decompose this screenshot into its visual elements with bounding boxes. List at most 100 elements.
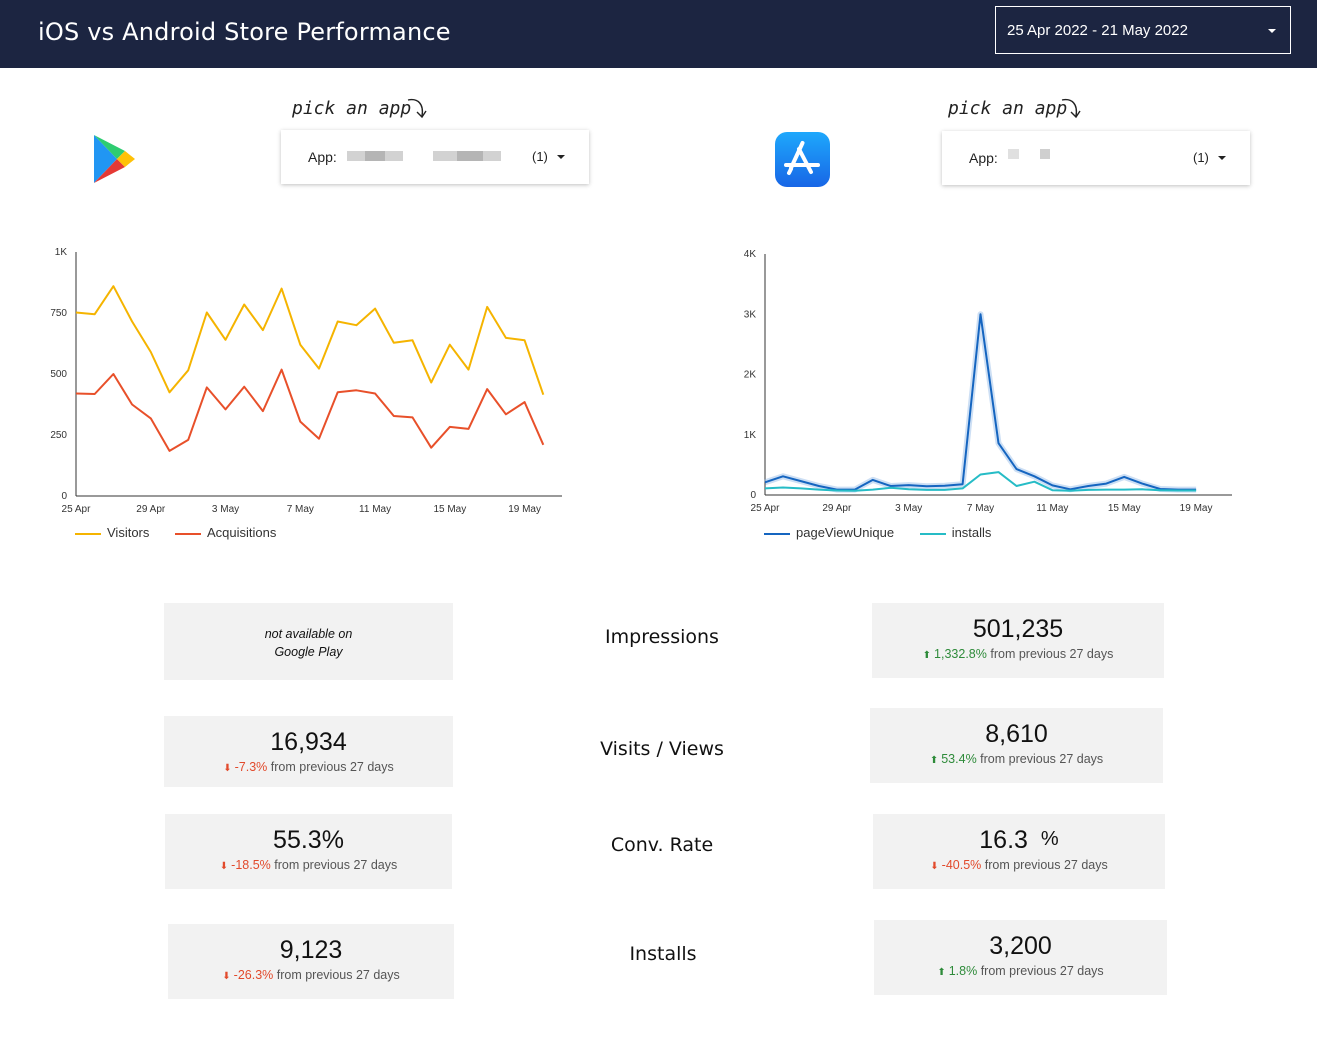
change-percent: 1.8% bbox=[948, 964, 978, 978]
scorecard-change: ⬇ -7.3% from previous 27 days bbox=[164, 760, 453, 774]
scorecard-value: 3,200 bbox=[989, 932, 1052, 960]
ios-chart-legend: pageViewUnique installs bbox=[764, 525, 1013, 540]
x-tick-label: 25 Apr bbox=[751, 503, 781, 514]
android-conv-rate-card: 55.3% ⬇ -18.5% from previous 27 days bbox=[165, 814, 452, 889]
metric-label-conv-rate: Conv. Rate bbox=[610, 834, 714, 856]
scorecard-change: ⬆ 1,332.8% from previous 27 days bbox=[872, 647, 1164, 661]
android-impressions-card: not available on Google Play bbox=[164, 603, 453, 680]
legend-swatch bbox=[75, 532, 101, 535]
x-tick-label: 19 May bbox=[1180, 503, 1213, 514]
app-selector-label: App: bbox=[308, 149, 337, 165]
android-installs-card: 9,123 ⬇ -26.3% from previous 27 days bbox=[168, 924, 454, 999]
x-tick-label: 3 May bbox=[895, 503, 922, 514]
app-selection-count: (1) bbox=[1193, 150, 1209, 165]
x-tick-label: 7 May bbox=[967, 503, 994, 514]
arrow-down-icon: ⬇ bbox=[930, 861, 939, 872]
legend-label: installs bbox=[951, 525, 992, 540]
scorecard-change: ⬆ 1.8% from previous 27 days bbox=[874, 964, 1167, 978]
change-suffix: from previous 27 days bbox=[274, 858, 398, 872]
legend-item-visitors[interactable]: Visitors bbox=[75, 525, 149, 540]
change-suffix: from previous 27 days bbox=[270, 760, 394, 774]
legend-swatch bbox=[919, 532, 946, 535]
ios-line-chart: 0 1K 2K 3K 4K 25 Apr 29 Apr 3 May 7 May 11 May 15 … bbox=[744, 249, 1232, 514]
legend-label: Acquisitions bbox=[207, 525, 277, 540]
header-bar: iOS vs Android Store Performance 25 Apr … bbox=[0, 0, 1317, 68]
series-line-visitors bbox=[75, 285, 545, 396]
y-tick-label: 0 bbox=[750, 490, 756, 501]
change-percent: -18.5% bbox=[231, 858, 271, 872]
y-tick-label: 3K bbox=[744, 309, 757, 320]
series-line-installs bbox=[764, 471, 1197, 492]
x-tick-label: 29 Apr bbox=[822, 503, 852, 514]
series-halo bbox=[764, 311, 1197, 493]
legend-swatch bbox=[175, 532, 202, 535]
scorecard-value: 16.3 % bbox=[873, 826, 1165, 855]
legend-item-acquisitions[interactable]: Acquisitions bbox=[175, 525, 276, 540]
scorecard-change: ⬇ -18.5% from previous 27 days bbox=[165, 858, 452, 872]
change-percent: -40.5% bbox=[941, 858, 982, 872]
redacted-app-name bbox=[1040, 149, 1050, 159]
y-tick-label: 250 bbox=[50, 430, 67, 441]
pick-app-hint-ios: pick an app bbox=[948, 98, 1068, 119]
legend-item-installs[interactable]: installs bbox=[919, 525, 992, 540]
page-title: iOS vs Android Store Performance bbox=[38, 18, 451, 46]
x-tick-label: 29 Apr bbox=[136, 504, 166, 515]
arrow-down-icon: ⬇ bbox=[222, 971, 231, 982]
redacted-app-name bbox=[1008, 149, 1019, 159]
x-tick-label: 3 May bbox=[212, 504, 239, 515]
date-range-picker[interactable]: 25 Apr 2022 - 21 May 2022 bbox=[995, 6, 1291, 54]
y-tick-label: 750 bbox=[50, 308, 67, 319]
change-percent: 1,332.8% bbox=[934, 647, 987, 661]
scorecard-value: 501,235 bbox=[972, 615, 1064, 643]
change-percent: 53.4% bbox=[941, 752, 977, 766]
curved-arrow-icon bbox=[407, 98, 427, 119]
legend-item-pageviewunique[interactable]: pageViewUnique bbox=[764, 525, 894, 540]
scorecard-value: 55.3% bbox=[273, 826, 344, 854]
legend-label: Visitors bbox=[107, 525, 150, 540]
scorecard-change: ⬇ -40.5% from previous 27 days bbox=[873, 858, 1165, 872]
change-suffix: from previous 27 days bbox=[980, 964, 1104, 978]
arrow-down-icon: ⬇ bbox=[223, 763, 232, 774]
ios-app-selector[interactable]: App: (1) bbox=[942, 131, 1250, 185]
android-visits-card: 16,934 ⬇ -7.3% from previous 27 days bbox=[164, 716, 453, 787]
scorecard-value: 8,610 bbox=[985, 720, 1048, 748]
chevron-down-icon bbox=[557, 155, 565, 159]
series-line-acquisitions bbox=[75, 368, 545, 452]
x-tick-label: 7 May bbox=[287, 504, 314, 515]
arrow-up-icon: ⬆ bbox=[922, 650, 932, 661]
date-range-value: 25 Apr 2022 - 21 May 2022 bbox=[1007, 22, 1188, 39]
scorecard-value: 16,934 bbox=[270, 728, 347, 756]
pick-app-hint-android: pick an app bbox=[292, 98, 412, 119]
change-percent: -26.3% bbox=[233, 968, 274, 982]
chevron-down-icon bbox=[1268, 29, 1276, 33]
ios-installs-card: 3,200 ⬆ 1.8% from previous 27 days bbox=[874, 920, 1167, 995]
metric-label-impressions: Impressions bbox=[605, 626, 719, 648]
curved-arrow-icon bbox=[1061, 98, 1081, 119]
scorecard-value: 9,123 bbox=[279, 936, 343, 964]
ios-impressions-card: 501,235 ⬆ 1,332.8% from previous 27 days bbox=[872, 603, 1164, 678]
scorecard-unit: % bbox=[1040, 828, 1059, 850]
ios-visits-card: 8,610 ⬆ 53.4% from previous 27 days bbox=[870, 708, 1163, 783]
y-tick-label: 2K bbox=[744, 370, 757, 381]
scorecard-change: ⬇ -26.3% from previous 27 days bbox=[168, 968, 454, 982]
y-tick-label: 500 bbox=[50, 369, 67, 380]
scorecard-change: ⬆ 53.4% from previous 27 days bbox=[870, 752, 1163, 766]
legend-label: pageViewUnique bbox=[796, 525, 895, 540]
x-tick-label: 15 May bbox=[433, 504, 466, 515]
x-tick-label: 19 May bbox=[508, 504, 541, 515]
change-percent: -7.3% bbox=[234, 760, 268, 774]
legend-swatch bbox=[764, 532, 790, 535]
y-tick-label: 1K bbox=[744, 430, 757, 441]
arrow-down-icon: ⬇ bbox=[219, 861, 229, 872]
metric-label-visits: Visits / Views bbox=[600, 738, 724, 760]
not-available-text: not available on bbox=[264, 627, 353, 641]
app-store-icon bbox=[775, 132, 830, 187]
android-app-selector[interactable]: App: (1) bbox=[281, 130, 589, 184]
x-tick-label: 15 May bbox=[1108, 503, 1141, 514]
scorecard-number: 16.3 bbox=[979, 826, 1028, 854]
not-available-text: Google Play bbox=[274, 645, 343, 659]
arrow-up-icon: ⬆ bbox=[937, 967, 946, 978]
app-selection-count: (1) bbox=[532, 149, 548, 164]
x-tick-label: 11 May bbox=[359, 504, 391, 515]
change-suffix: from previous 27 days bbox=[990, 647, 1114, 661]
